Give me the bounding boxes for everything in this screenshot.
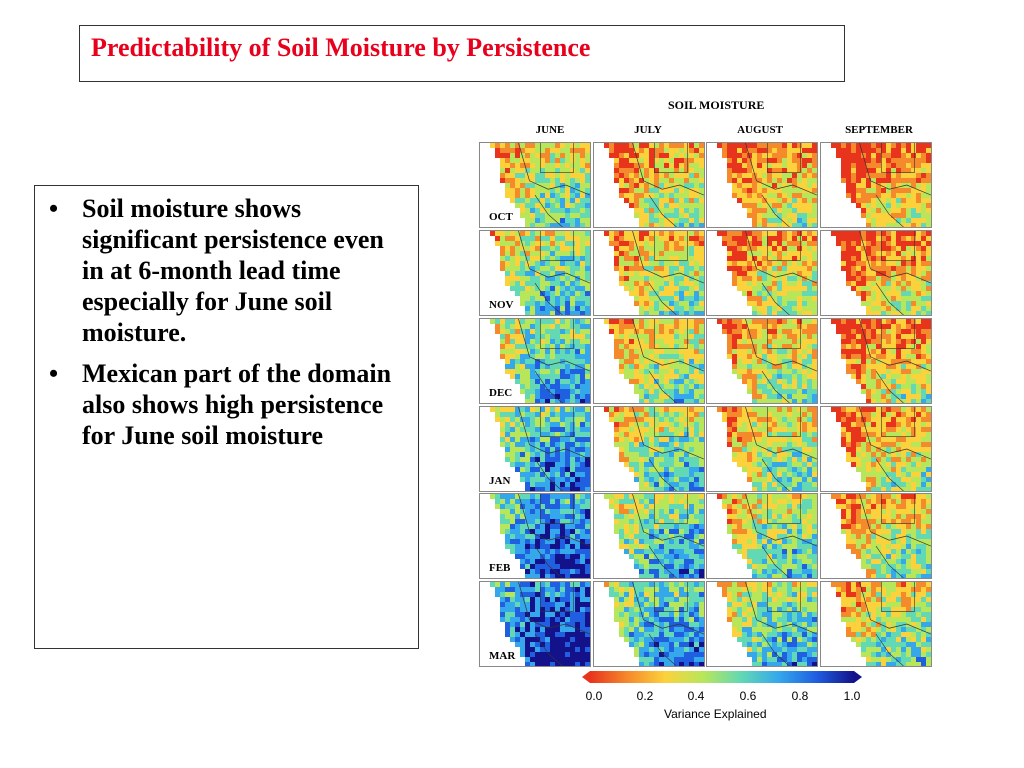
map-panel — [593, 581, 705, 667]
row-label-feb: FEB — [489, 562, 511, 574]
map-panel — [593, 230, 705, 316]
row-label-oct: OCT — [489, 211, 513, 223]
column-label-september: SEPTEMBER — [845, 124, 913, 136]
colorbar-bar — [582, 671, 862, 683]
colorbar-tick: 0.4 — [687, 689, 705, 703]
column-label-august: AUGUST — [737, 124, 783, 136]
soil-moisture-map — [831, 143, 931, 227]
map-panel — [593, 142, 705, 228]
soil-moisture-map — [490, 407, 590, 491]
map-panel — [706, 318, 818, 404]
column-label-july: JULY — [634, 124, 662, 136]
soil-moisture-map — [717, 143, 817, 227]
colorbar-left-arrow — [582, 671, 590, 683]
soil-moisture-map — [490, 231, 590, 315]
soil-moisture-map — [604, 319, 704, 403]
map-panel — [593, 406, 705, 492]
map-panel: OCT — [479, 142, 591, 228]
bullet-text: Mexican part of the domain also shows hi… — [82, 359, 392, 450]
row-label-mar: MAR — [489, 650, 516, 662]
colorbar-label: Variance Explained — [664, 707, 767, 721]
map-panel — [820, 230, 932, 316]
soil-moisture-map — [490, 582, 590, 666]
row-label-jan: JAN — [489, 475, 511, 487]
soil-moisture-map — [717, 407, 817, 491]
soil-moisture-map — [604, 582, 704, 666]
soil-moisture-map — [831, 494, 931, 578]
map-panel — [820, 406, 932, 492]
soil-moisture-map — [717, 582, 817, 666]
bullet-box: • Soil moisture shows significant persis… — [34, 185, 419, 649]
soil-moisture-map — [490, 143, 590, 227]
soil-moisture-map — [604, 143, 704, 227]
bullet-marker: • — [49, 359, 59, 388]
soil-moisture-map — [831, 231, 931, 315]
soil-moisture-map — [831, 319, 931, 403]
map-panel — [706, 230, 818, 316]
map-panel: JAN — [479, 406, 591, 492]
figure-title: SOIL MOISTURE — [668, 98, 765, 112]
soil-moisture-map — [604, 407, 704, 491]
soil-moisture-map — [490, 494, 590, 578]
slide-title: Predictability of Soil Moisture by Persi… — [91, 33, 591, 62]
colorbar-tick: 0.2 — [636, 689, 654, 703]
map-panel — [706, 493, 818, 579]
soil-moisture-map — [831, 407, 931, 491]
soil-moisture-map — [717, 494, 817, 578]
soil-moisture-map — [490, 319, 590, 403]
soil-moisture-map — [717, 319, 817, 403]
map-panel — [706, 406, 818, 492]
bullet-item: • Soil moisture shows significant persis… — [49, 193, 409, 348]
map-panel — [706, 142, 818, 228]
soil-moisture-map — [717, 231, 817, 315]
soil-moisture-map — [604, 231, 704, 315]
colorbar — [582, 670, 862, 689]
colorbar-tick: 0.6 — [739, 689, 757, 703]
row-label-dec: DEC — [489, 387, 513, 399]
map-panel: NOV — [479, 230, 591, 316]
bullet-item: • Mexican part of the domain also shows … — [49, 358, 409, 451]
soil-moisture-map — [604, 494, 704, 578]
colorbar-tick: 0.0 — [585, 689, 603, 703]
map-panel — [593, 318, 705, 404]
bullet-marker: • — [49, 194, 59, 223]
column-label-june: JUNE — [535, 124, 565, 136]
colorbar-tick: 0.8 — [791, 689, 809, 703]
colorbar-tick: 1.0 — [843, 689, 861, 703]
colorbar-fill — [590, 671, 854, 683]
map-panel — [820, 581, 932, 667]
row-label-nov: NOV — [489, 299, 514, 311]
bullet-list: • Soil moisture shows significant persis… — [49, 193, 409, 461]
title-box: Predictability of Soil Moisture by Persi… — [79, 25, 845, 82]
map-panel: FEB — [479, 493, 591, 579]
map-panel: DEC — [479, 318, 591, 404]
map-panel — [820, 493, 932, 579]
colorbar-right-arrow — [854, 671, 862, 683]
map-panel — [820, 142, 932, 228]
map-panel — [820, 318, 932, 404]
map-panel: MAR — [479, 581, 591, 667]
map-panel — [593, 493, 705, 579]
bullet-text: Soil moisture shows significant persiste… — [82, 194, 384, 347]
soil-moisture-map — [831, 582, 931, 666]
map-panel — [706, 581, 818, 667]
